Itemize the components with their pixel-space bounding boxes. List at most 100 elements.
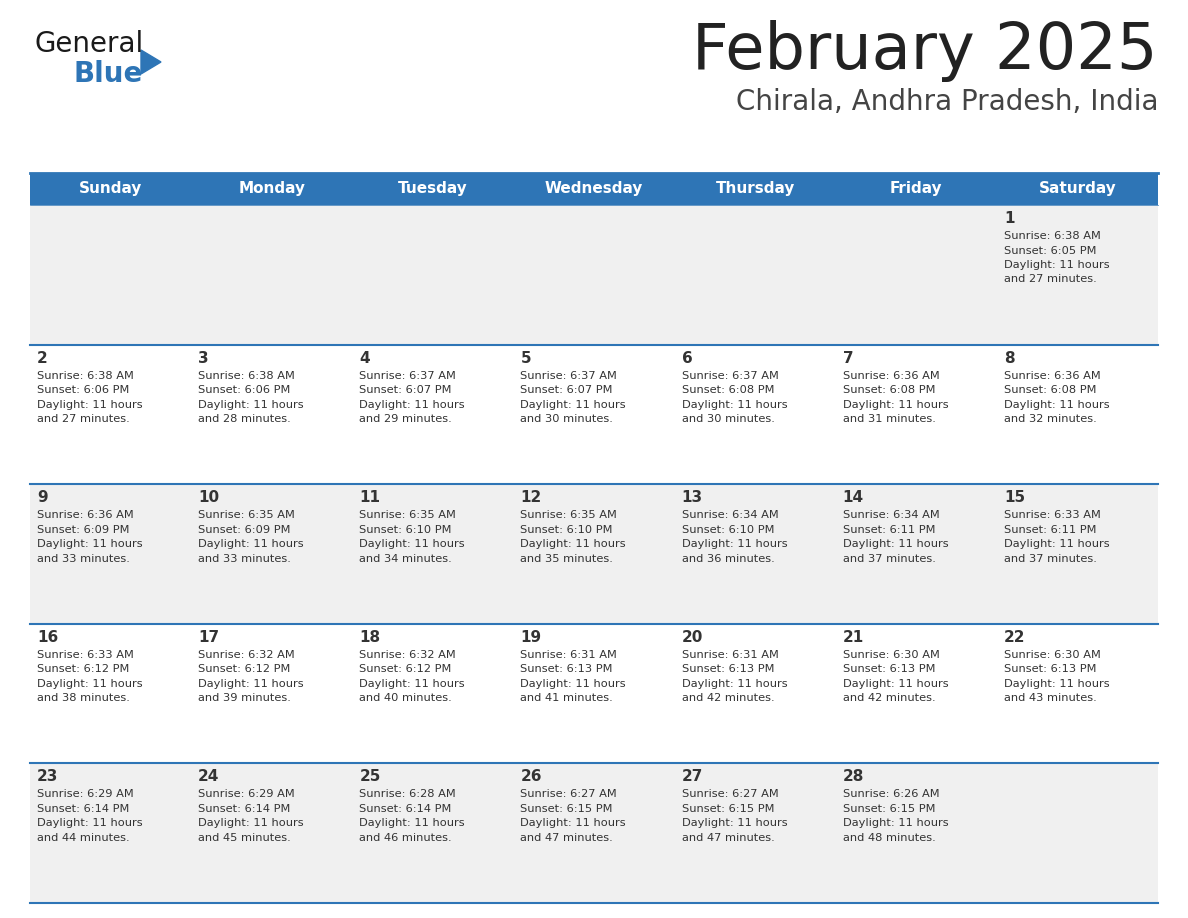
Text: Sunset: 6:05 PM: Sunset: 6:05 PM bbox=[1004, 245, 1097, 255]
Bar bbox=[835, 205, 997, 344]
Text: Sunset: 6:15 PM: Sunset: 6:15 PM bbox=[520, 804, 613, 814]
Text: Sunrise: 6:32 AM: Sunrise: 6:32 AM bbox=[359, 650, 456, 660]
Text: Sunset: 6:09 PM: Sunset: 6:09 PM bbox=[198, 525, 291, 534]
Text: 10: 10 bbox=[198, 490, 220, 505]
Bar bbox=[675, 205, 835, 344]
Text: 27: 27 bbox=[682, 769, 703, 784]
Bar bbox=[835, 484, 997, 624]
Text: Sunset: 6:13 PM: Sunset: 6:13 PM bbox=[1004, 665, 1097, 675]
Text: Sunrise: 6:36 AM: Sunrise: 6:36 AM bbox=[1004, 371, 1100, 381]
Bar bbox=[835, 764, 997, 903]
Bar bbox=[997, 205, 1158, 344]
Bar bbox=[513, 173, 675, 205]
Text: Sunrise: 6:30 AM: Sunrise: 6:30 AM bbox=[1004, 650, 1101, 660]
Text: Sunset: 6:13 PM: Sunset: 6:13 PM bbox=[842, 665, 935, 675]
Text: and 30 minutes.: and 30 minutes. bbox=[682, 414, 775, 424]
Text: 20: 20 bbox=[682, 630, 703, 644]
Text: Monday: Monday bbox=[239, 182, 305, 196]
Text: Daylight: 11 hours: Daylight: 11 hours bbox=[198, 678, 304, 688]
Bar bbox=[30, 484, 191, 624]
Bar bbox=[30, 205, 191, 344]
Bar bbox=[997, 484, 1158, 624]
Text: Daylight: 11 hours: Daylight: 11 hours bbox=[682, 539, 788, 549]
Bar bbox=[191, 484, 353, 624]
Bar bbox=[191, 344, 353, 484]
Text: Sunrise: 6:34 AM: Sunrise: 6:34 AM bbox=[842, 510, 940, 521]
Text: and 47 minutes.: and 47 minutes. bbox=[520, 833, 613, 843]
Text: Daylight: 11 hours: Daylight: 11 hours bbox=[520, 539, 626, 549]
Text: and 39 minutes.: and 39 minutes. bbox=[198, 693, 291, 703]
Text: Sunrise: 6:27 AM: Sunrise: 6:27 AM bbox=[520, 789, 618, 800]
Bar bbox=[513, 344, 675, 484]
Text: Daylight: 11 hours: Daylight: 11 hours bbox=[359, 539, 465, 549]
Text: Wednesday: Wednesday bbox=[545, 182, 643, 196]
Text: Sunrise: 6:26 AM: Sunrise: 6:26 AM bbox=[842, 789, 940, 800]
Text: and 30 minutes.: and 30 minutes. bbox=[520, 414, 613, 424]
Text: Daylight: 11 hours: Daylight: 11 hours bbox=[842, 678, 948, 688]
Text: and 46 minutes.: and 46 minutes. bbox=[359, 833, 451, 843]
Text: Sunrise: 6:31 AM: Sunrise: 6:31 AM bbox=[682, 650, 778, 660]
Text: Sunset: 6:14 PM: Sunset: 6:14 PM bbox=[359, 804, 451, 814]
Text: Sunset: 6:08 PM: Sunset: 6:08 PM bbox=[842, 385, 935, 395]
Text: Sunset: 6:12 PM: Sunset: 6:12 PM bbox=[37, 665, 129, 675]
Text: and 38 minutes.: and 38 minutes. bbox=[37, 693, 129, 703]
Text: and 42 minutes.: and 42 minutes. bbox=[682, 693, 775, 703]
Bar bbox=[353, 173, 513, 205]
Text: Sunrise: 6:28 AM: Sunrise: 6:28 AM bbox=[359, 789, 456, 800]
Text: Sunset: 6:09 PM: Sunset: 6:09 PM bbox=[37, 525, 129, 534]
Text: Sunrise: 6:34 AM: Sunrise: 6:34 AM bbox=[682, 510, 778, 521]
Text: 17: 17 bbox=[198, 630, 220, 644]
Bar bbox=[997, 764, 1158, 903]
Text: and 33 minutes.: and 33 minutes. bbox=[37, 554, 129, 564]
Text: and 47 minutes.: and 47 minutes. bbox=[682, 833, 775, 843]
Text: Daylight: 11 hours: Daylight: 11 hours bbox=[198, 819, 304, 828]
Text: Daylight: 11 hours: Daylight: 11 hours bbox=[842, 399, 948, 409]
Text: Sunrise: 6:29 AM: Sunrise: 6:29 AM bbox=[198, 789, 295, 800]
Text: and 27 minutes.: and 27 minutes. bbox=[1004, 274, 1097, 285]
Text: Sunset: 6:07 PM: Sunset: 6:07 PM bbox=[520, 385, 613, 395]
Text: Sunrise: 6:37 AM: Sunrise: 6:37 AM bbox=[682, 371, 778, 381]
Text: Sunrise: 6:35 AM: Sunrise: 6:35 AM bbox=[359, 510, 456, 521]
Text: and 43 minutes.: and 43 minutes. bbox=[1004, 693, 1097, 703]
Bar bbox=[997, 344, 1158, 484]
Text: and 45 minutes.: and 45 minutes. bbox=[198, 833, 291, 843]
Text: Sunset: 6:11 PM: Sunset: 6:11 PM bbox=[1004, 525, 1097, 534]
Text: Sunset: 6:10 PM: Sunset: 6:10 PM bbox=[359, 525, 451, 534]
Text: Sunrise: 6:38 AM: Sunrise: 6:38 AM bbox=[37, 371, 134, 381]
Bar bbox=[353, 624, 513, 764]
Text: and 34 minutes.: and 34 minutes. bbox=[359, 554, 453, 564]
Text: and 44 minutes.: and 44 minutes. bbox=[37, 833, 129, 843]
Text: 15: 15 bbox=[1004, 490, 1025, 505]
Text: 28: 28 bbox=[842, 769, 864, 784]
Text: Sunset: 6:06 PM: Sunset: 6:06 PM bbox=[37, 385, 129, 395]
Text: Daylight: 11 hours: Daylight: 11 hours bbox=[359, 678, 465, 688]
Text: Sunset: 6:13 PM: Sunset: 6:13 PM bbox=[682, 665, 775, 675]
Text: Daylight: 11 hours: Daylight: 11 hours bbox=[520, 819, 626, 828]
Text: Daylight: 11 hours: Daylight: 11 hours bbox=[682, 819, 788, 828]
Text: Sunrise: 6:27 AM: Sunrise: 6:27 AM bbox=[682, 789, 778, 800]
Text: Sunset: 6:06 PM: Sunset: 6:06 PM bbox=[198, 385, 291, 395]
Bar bbox=[513, 624, 675, 764]
Text: Daylight: 11 hours: Daylight: 11 hours bbox=[520, 678, 626, 688]
Text: and 31 minutes.: and 31 minutes. bbox=[842, 414, 936, 424]
Text: Friday: Friday bbox=[890, 182, 942, 196]
Text: Sunset: 6:12 PM: Sunset: 6:12 PM bbox=[359, 665, 451, 675]
Text: Sunrise: 6:37 AM: Sunrise: 6:37 AM bbox=[520, 371, 618, 381]
Bar bbox=[513, 484, 675, 624]
Bar bbox=[191, 173, 353, 205]
Text: Sunset: 6:15 PM: Sunset: 6:15 PM bbox=[842, 804, 935, 814]
Text: and 40 minutes.: and 40 minutes. bbox=[359, 693, 453, 703]
Text: Tuesday: Tuesday bbox=[398, 182, 468, 196]
Bar bbox=[30, 764, 191, 903]
Text: Blue: Blue bbox=[72, 60, 143, 88]
Text: Daylight: 11 hours: Daylight: 11 hours bbox=[37, 819, 143, 828]
Text: Chirala, Andhra Pradesh, India: Chirala, Andhra Pradesh, India bbox=[735, 88, 1158, 116]
Bar bbox=[30, 173, 191, 205]
Text: Sunset: 6:12 PM: Sunset: 6:12 PM bbox=[198, 665, 291, 675]
Text: 18: 18 bbox=[359, 630, 380, 644]
Text: Daylight: 11 hours: Daylight: 11 hours bbox=[1004, 678, 1110, 688]
Text: Sunset: 6:14 PM: Sunset: 6:14 PM bbox=[198, 804, 291, 814]
Polygon shape bbox=[141, 50, 162, 74]
Text: 24: 24 bbox=[198, 769, 220, 784]
Text: Sunrise: 6:36 AM: Sunrise: 6:36 AM bbox=[37, 510, 134, 521]
